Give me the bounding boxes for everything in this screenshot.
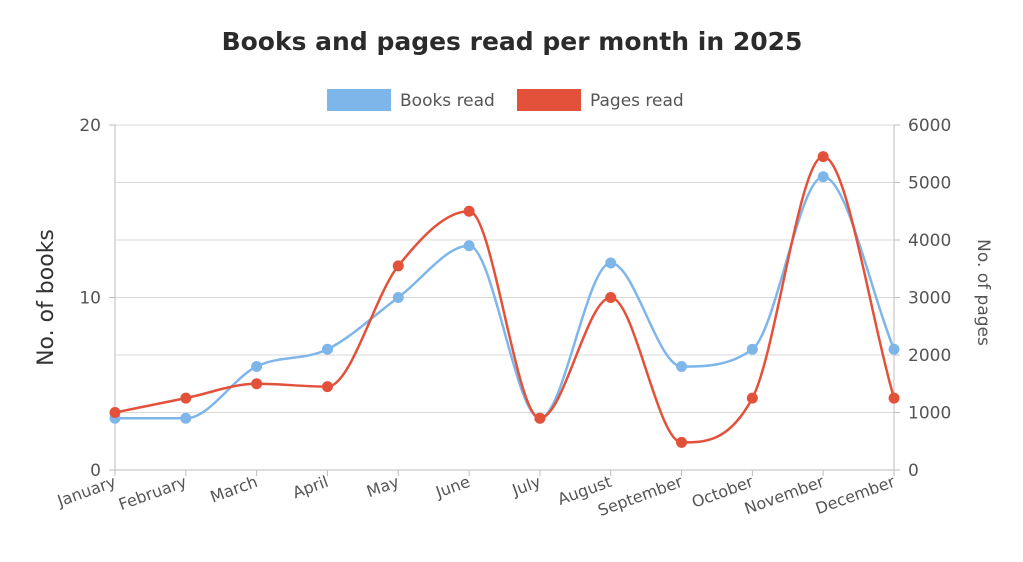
data-point-pages-read [534, 412, 546, 424]
data-point-pages-read [746, 392, 758, 404]
x-tick-label: December [813, 472, 898, 518]
x-tick-label: January [54, 472, 118, 511]
y-right-tick-label: 4000 [908, 231, 951, 251]
data-point-pages-read [676, 436, 688, 448]
data-point-books-read [251, 361, 263, 372]
y-left-tick-label: 10 [79, 289, 101, 309]
data-point-books-read [888, 343, 900, 355]
data-point-books-read [605, 257, 617, 269]
y-right-tick-label: 5000 [908, 174, 951, 194]
data-point-books-read [463, 240, 475, 252]
data-point-books-read [817, 171, 829, 183]
series [109, 151, 900, 448]
data-point-pages-read [888, 392, 900, 404]
x-tick-label: June [432, 472, 472, 502]
data-point-pages-read [109, 407, 121, 418]
y-axis-right-title: No. of pages [973, 239, 993, 346]
data-point-pages-read [321, 381, 333, 393]
legend: Books read Pages read [327, 89, 684, 111]
grid [115, 124, 894, 471]
x-tick-label: November [742, 472, 827, 518]
x-tick-label: July [509, 472, 543, 500]
y-right-tick-label: 3000 [908, 289, 951, 309]
axis-labels: 0 10 20 0 1000 2000 3000 4000 5000 6000 JanuaryFeb… [34, 116, 993, 520]
data-point-pages-read [817, 151, 829, 163]
legend-swatch [517, 89, 581, 111]
data-point-books-read [392, 292, 404, 303]
x-tick-label: April [290, 472, 331, 502]
y-right-tick-label: 2000 [908, 346, 951, 366]
data-point-books-read [180, 412, 192, 424]
y-left-tick-label: 20 [79, 116, 101, 136]
legend-swatch [327, 89, 391, 111]
data-point-books-read [676, 361, 688, 372]
y-right-tick-label: 1000 [908, 404, 951, 424]
data-point-pages-read [180, 392, 192, 404]
data-point-books-read [321, 343, 333, 355]
legend-label: Books read [400, 91, 495, 111]
axes [109, 124, 900, 476]
y-axis-left-title: No. of books [34, 229, 59, 366]
x-tick-label: February [116, 472, 189, 514]
data-point-pages-read [605, 292, 617, 303]
data-point-pages-read [251, 378, 263, 390]
y-right-tick-label: 0 [908, 461, 919, 481]
data-point-books-read [746, 343, 758, 355]
x-tick-label: May [364, 472, 402, 501]
data-point-pages-read [392, 260, 404, 272]
y-left-tick-label: 0 [90, 461, 101, 481]
y-right-tick-label: 6000 [908, 116, 951, 136]
data-point-pages-read [463, 205, 475, 217]
series-line-pages-read [114, 155, 896, 444]
x-tick-label: March [208, 472, 260, 507]
legend-label: Pages read [590, 91, 684, 111]
chart-title: Books and pages read per month in 2025 [222, 27, 803, 56]
